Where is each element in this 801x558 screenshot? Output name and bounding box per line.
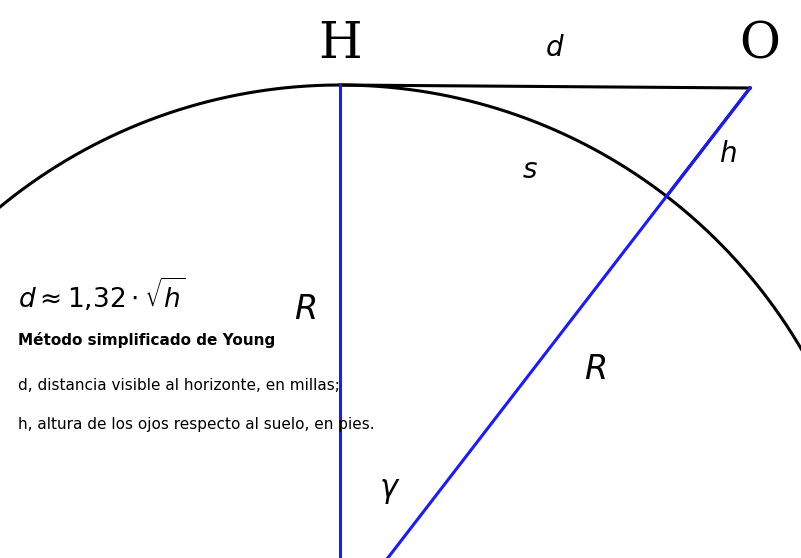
Text: $R$: $R$ [294,294,316,326]
Text: $s$: $s$ [522,156,538,184]
Text: $h$: $h$ [719,142,737,169]
Text: $R$: $R$ [584,354,606,386]
Text: d, distancia visible al horizonte, en millas;: d, distancia visible al horizonte, en mi… [18,378,340,392]
Text: H: H [318,20,362,69]
Text: h, altura de los ojos respecto al suelo, en pies.: h, altura de los ojos respecto al suelo,… [18,417,375,432]
Text: $\gamma$: $\gamma$ [380,474,400,506]
Text: O: O [739,20,780,69]
Text: $d \approx 1{,}32 \cdot \sqrt{h}$: $d \approx 1{,}32 \cdot \sqrt{h}$ [18,276,186,314]
Text: $d$: $d$ [545,35,565,61]
Text: Método simplificado de Young: Método simplificado de Young [18,332,276,348]
